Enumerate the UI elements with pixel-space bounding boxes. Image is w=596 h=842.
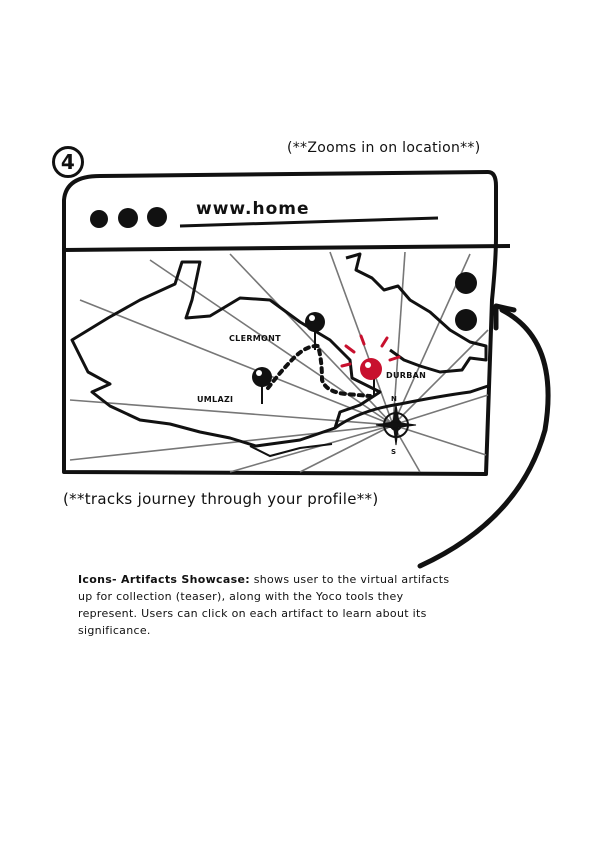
artifact-showcase-description: Icons- Artifacts Showcase: shows user to… [78,571,458,639]
map-northeast-outline [345,252,488,374]
browser-url-text: www.home [196,199,310,219]
pin-clermont-icon [305,312,325,350]
side-button-1-icon [455,272,477,294]
url-bar-line [179,216,439,228]
step-number-badge: 4 [52,146,84,178]
compass-icon [375,404,417,446]
map-lower-coast [249,443,333,458]
description-body: shows user to the virtual artifacts up f… [78,573,450,637]
map-label-umlazi: UMLAZI [197,395,234,404]
side-button-2-icon [455,309,477,331]
tracking-annotation: (**tracks journey through your profile**… [63,490,379,508]
window-dot-2-icon [118,208,138,228]
map-label-durban: DURBAN [386,371,427,380]
pin-durban-active-icon [340,334,401,396]
journey-path [266,343,372,398]
compass-south-label: S [391,448,397,456]
pointer-arrowhead [493,303,517,331]
window-dot-3-icon [147,207,167,227]
description-title: Icons- Artifacts Showcase: [78,573,250,586]
window-dot-1-icon [90,210,108,228]
browser-window-frame [62,170,498,476]
map-landmass-outline [70,260,382,448]
pointer-arrow [417,307,551,569]
map-coastline [334,384,489,430]
map-grid-lines [69,251,489,473]
zoom-annotation: (**Zooms in on location**) [287,140,481,156]
browser-toolbar-divider [63,244,511,252]
pin-umlazi-icon [252,367,272,404]
compass-north-label: N [391,395,398,403]
map-label-clermont: CLERMONT [229,334,281,343]
